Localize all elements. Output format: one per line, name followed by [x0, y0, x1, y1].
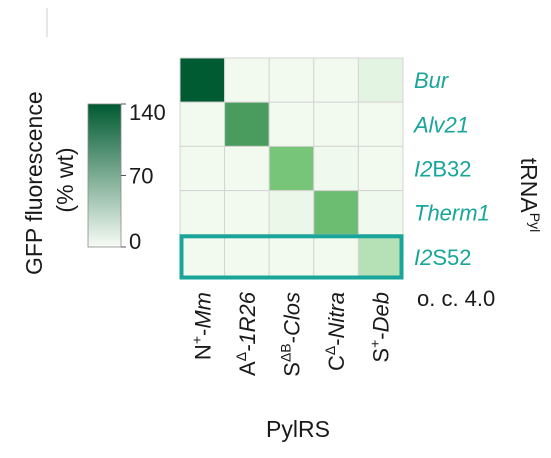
heatmap-cell: [313, 234, 359, 280]
heatmap-cell: [224, 145, 270, 192]
heatmap-cell: [357, 234, 404, 280]
colorbar-tick-label: 0: [129, 229, 141, 254]
column-label: S+-Deb: [367, 292, 394, 363]
heatmap-cell: [179, 101, 226, 147]
colorbar-label-line1: GFP fluorescence: [21, 91, 47, 275]
row-axis-label: tRNAPyl: [516, 158, 543, 232]
heatmap-cell: [357, 190, 404, 236]
label-part: Therm1: [414, 201, 490, 226]
label-part: ΔB: [278, 343, 294, 362]
label-part: Nitra: [324, 292, 349, 338]
label-part: Δ: [322, 346, 338, 355]
heatmap-cell: [313, 145, 359, 192]
label-part: Clos: [280, 292, 305, 336]
label-part: I2: [414, 157, 432, 182]
heatmap-cell: [268, 145, 315, 192]
row-axis-label-sup: Pyl: [527, 213, 543, 232]
label-part: C: [324, 355, 349, 371]
heatmap-cells: [179, 57, 404, 280]
heatmap-cell: [224, 57, 270, 103]
colorbar-ticks: 140 70 0: [121, 100, 166, 254]
row-label: Bur: [414, 68, 450, 93]
highlight-box: [179, 234, 404, 280]
label-part: -: [190, 329, 215, 336]
label-part: -: [369, 332, 394, 339]
colorbar-tick-label: 70: [129, 164, 153, 189]
heatmap-cell: [179, 190, 226, 236]
col-axis-label: PylRS: [266, 416, 330, 442]
heatmap-cell: [268, 101, 315, 147]
column-label: AΔ-1R26: [233, 291, 260, 376]
row-label: Therm1: [414, 201, 490, 226]
label-part: Δ: [233, 352, 249, 361]
oc-note: o. c. 4.0: [417, 286, 495, 311]
label-part: Mm: [190, 292, 215, 329]
label-part: A: [235, 361, 260, 376]
heatmap-cell: [224, 190, 270, 236]
heatmap-cell: [313, 190, 359, 236]
column-label: CΔ-Nitra: [322, 292, 349, 371]
label-part: I2: [414, 245, 432, 270]
heatmap-cell: [224, 101, 270, 147]
heatmap-cell: [268, 234, 315, 280]
colorbar-label: GFP fluorescence (% wt): [21, 85, 78, 275]
heatmap-cell: [268, 57, 315, 103]
label-part: -: [324, 338, 349, 345]
colorbar: 140 70 0: [87, 100, 166, 254]
colorbar-tick-label: 140: [129, 100, 166, 125]
heatmap-cell: [268, 190, 315, 236]
row-label: I2B32: [414, 157, 472, 182]
label-part: N: [190, 344, 215, 360]
column-label: SΔB-Clos: [278, 292, 305, 377]
heatmap-cell: [357, 101, 404, 147]
row-label: I2S52: [414, 245, 472, 270]
label-part: -: [280, 336, 305, 343]
column-label: N+-Mm: [188, 292, 215, 360]
heatmap-cell: [357, 145, 404, 192]
label-part: Bur: [414, 68, 450, 93]
heatmap-cell: [313, 101, 359, 147]
label-part: Alv21: [412, 112, 469, 137]
colorbar-label-line2: (% wt): [52, 147, 78, 212]
label-part: Deb: [369, 292, 394, 332]
heatmap-cell: [357, 57, 404, 103]
heatmap-cell: [179, 234, 226, 280]
label-part: S: [280, 362, 305, 377]
label-part: S52: [432, 245, 471, 270]
label-part: B32: [432, 157, 471, 182]
label-part: +: [188, 336, 204, 344]
heatmap-cell: [224, 234, 270, 280]
label-part: S: [369, 348, 394, 363]
colorbar-gradient: [87, 103, 122, 248]
label-part: -1R26: [235, 291, 260, 352]
heatmap-cell: [179, 57, 226, 103]
row-axis-label-main: tRNA: [516, 158, 542, 214]
label-part: +: [367, 340, 383, 348]
heatmap-cell: [313, 57, 359, 103]
heatmap-cell: [179, 145, 226, 192]
row-label: Alv21: [412, 112, 469, 137]
